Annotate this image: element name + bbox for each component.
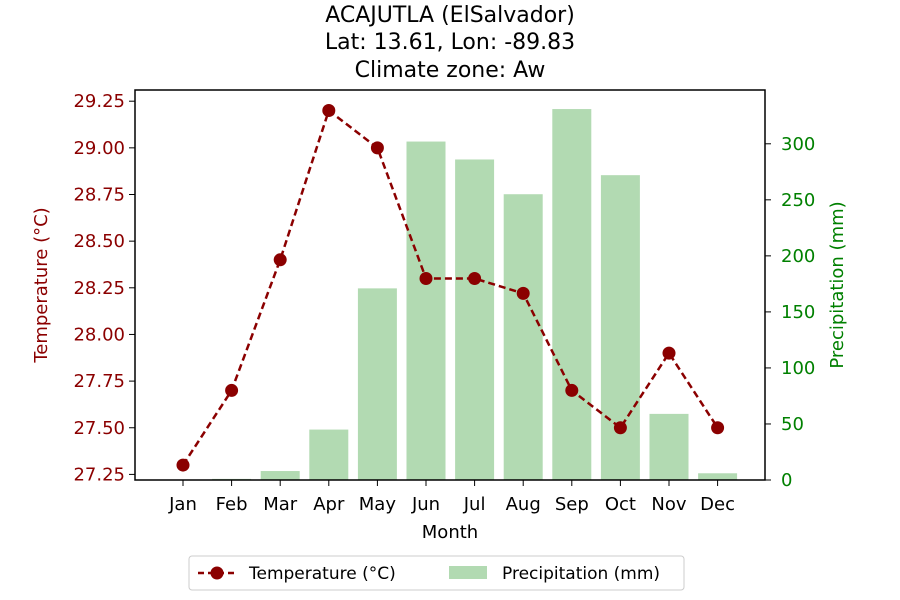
right-tick-label: 300 [781, 134, 815, 155]
x-tick-label: Sep [555, 494, 589, 515]
left-tick-label: 27.25 [73, 464, 125, 485]
legend-temperature-label: Temperature (°C) [248, 564, 396, 584]
legend-precipitation-label: Precipitation (mm) [502, 564, 660, 584]
left-axis-label: Temperature (°C) [31, 207, 52, 363]
x-tick-label: Jul [463, 494, 486, 515]
x-tick-label: Dec [700, 494, 735, 515]
precipitation-bar-sep [552, 109, 592, 480]
title-line-1: ACAJUTLA (ElSalvador) [325, 3, 575, 28]
precipitation-bar-jun [406, 141, 446, 480]
x-tick-label: Feb [216, 494, 248, 515]
temperature-point-aug [516, 286, 530, 300]
x-tick-label: Mar [263, 494, 298, 515]
month-axis: Jan Feb Mar Apr May Jun Jul Aug Sep Oct Nov Dec [168, 480, 735, 515]
temperature-point-may [370, 141, 384, 155]
right-tick-label: 150 [781, 302, 815, 323]
x-tick-label: Aug [506, 494, 541, 515]
left-tick-label: 29.25 [73, 91, 125, 112]
precipitation-bar-dec [698, 473, 738, 480]
precipitation-bar-mar [260, 471, 300, 480]
precipitation-bar-nov [649, 413, 689, 480]
title-line-2: Lat: 13.61, Lon: -89.83 [325, 30, 575, 55]
temperature-point-jan [176, 458, 190, 472]
x-tick-label: Nov [651, 494, 686, 515]
right-tick-label: 0 [781, 470, 792, 491]
x-tick-label: Jan [168, 494, 197, 515]
legend-precipitation-swatch [449, 566, 487, 579]
left-tick-label: 27.75 [73, 371, 125, 392]
right-tick-label: 100 [781, 358, 815, 379]
left-tick-label: 28.75 [73, 184, 125, 205]
temperature-point-sep [565, 383, 579, 397]
precipitation-bar-oct [600, 175, 640, 480]
right-tick-label: 250 [781, 190, 815, 211]
precipitation-bar-aug [503, 194, 543, 481]
precipitation-bar-apr [309, 429, 349, 480]
temperature-line [176, 104, 725, 472]
right-axis-label: Precipitation (mm) [827, 201, 848, 368]
precipitation-bar-jul [455, 159, 495, 480]
x-tick-label: Apr [313, 494, 345, 515]
temperature-point-mar [273, 253, 287, 267]
precipitation-bars [212, 109, 738, 481]
temperature-point-nov [662, 346, 676, 360]
x-tick-label: Oct [605, 494, 636, 515]
temperature-point-apr [322, 104, 336, 118]
temperature-point-jul [468, 271, 482, 285]
left-tick-label: 28.50 [73, 231, 125, 252]
temperature-point-oct [613, 421, 627, 435]
temperature-point-dec [711, 421, 725, 435]
precipitation-axis: 0 50 100 150 200 250 300 [765, 134, 815, 491]
temperature-axis: 27.25 27.50 27.75 28.00 28.25 28.50 28.75 29.00… [73, 91, 135, 485]
legend-box [188, 555, 685, 591]
temperature-point-jun [419, 271, 433, 285]
legend: Temperature (°C) Precipitation (mm) [188, 555, 685, 591]
legend-temperature-marker [210, 566, 224, 580]
title-line-3: Climate zone: Aw [355, 58, 546, 83]
right-tick-label: 200 [781, 246, 815, 267]
right-tick-label: 50 [781, 414, 804, 435]
x-axis-label: Month [422, 522, 478, 543]
precipitation-bar-may [357, 288, 397, 480]
x-tick-label: Jun [411, 494, 440, 515]
plot-frame [134, 89, 766, 481]
left-tick-label: 29.00 [73, 138, 125, 159]
chart-title: ACAJUTLA (ElSalvador) Lat: 13.61, Lon: -… [325, 3, 575, 83]
temperature-series-line [181, 108, 719, 466]
left-tick-label: 27.50 [73, 418, 125, 439]
left-tick-label: 28.00 [73, 324, 125, 345]
left-tick-label: 28.25 [73, 278, 125, 299]
temperature-point-feb [225, 383, 239, 397]
x-tick-label: May [359, 494, 397, 515]
